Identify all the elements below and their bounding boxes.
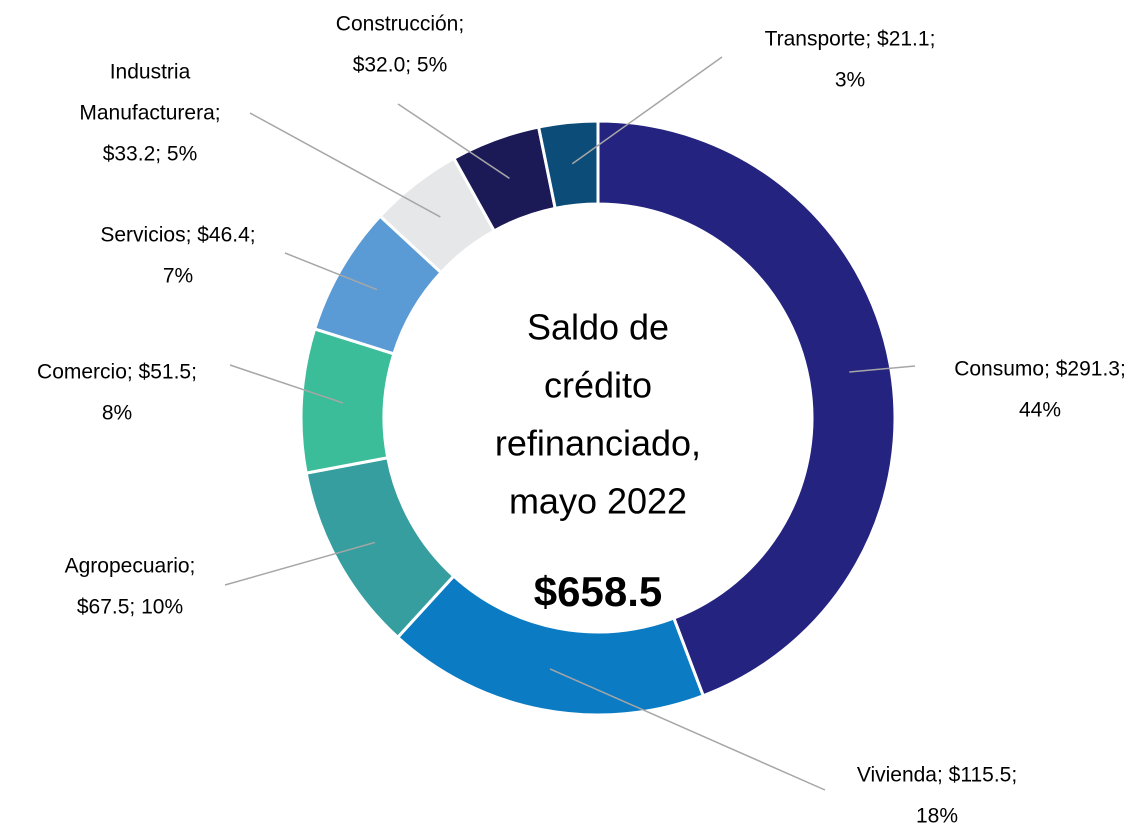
leader-line — [549, 668, 826, 791]
data-label: Consumo; $291.3; — [954, 358, 1126, 381]
data-label: Transporte; $21.1; — [765, 28, 936, 51]
center-title: crédito — [544, 365, 652, 406]
data-label: Comercio; $51.5; — [37, 361, 197, 384]
leader-line — [249, 112, 441, 218]
data-label: Construcción; — [336, 13, 464, 36]
center-title: mayo 2022 — [509, 481, 687, 522]
leader-line — [397, 103, 510, 179]
data-label: Vivienda; $115.5; — [857, 764, 1017, 787]
data-label: $33.2; 5% — [103, 143, 198, 166]
data-label: 7% — [163, 265, 193, 288]
center-title: Saldo de — [527, 307, 669, 348]
leader-line — [229, 364, 344, 404]
data-label: Agropecuario; — [65, 555, 196, 578]
data-label: 8% — [102, 402, 132, 425]
leader-line — [284, 252, 378, 291]
data-label: $32.0; 5% — [353, 54, 448, 77]
leader-line — [849, 365, 916, 373]
data-label: Industria — [110, 61, 191, 84]
data-label: 18% — [916, 805, 958, 828]
donut-slice — [536, 119, 600, 211]
center-value: $658.5 — [534, 568, 662, 615]
donut-slice — [596, 119, 897, 698]
data-label: 44% — [1019, 399, 1061, 422]
leader-line — [224, 541, 376, 586]
center-title: refinanciado, — [495, 423, 701, 464]
data-label: $67.5; 10% — [77, 596, 183, 619]
leader-line — [571, 56, 723, 165]
data-label: Servicios; $46.4; — [100, 224, 255, 247]
data-label: Manufacturera; — [79, 102, 220, 125]
data-label: 3% — [835, 69, 865, 92]
